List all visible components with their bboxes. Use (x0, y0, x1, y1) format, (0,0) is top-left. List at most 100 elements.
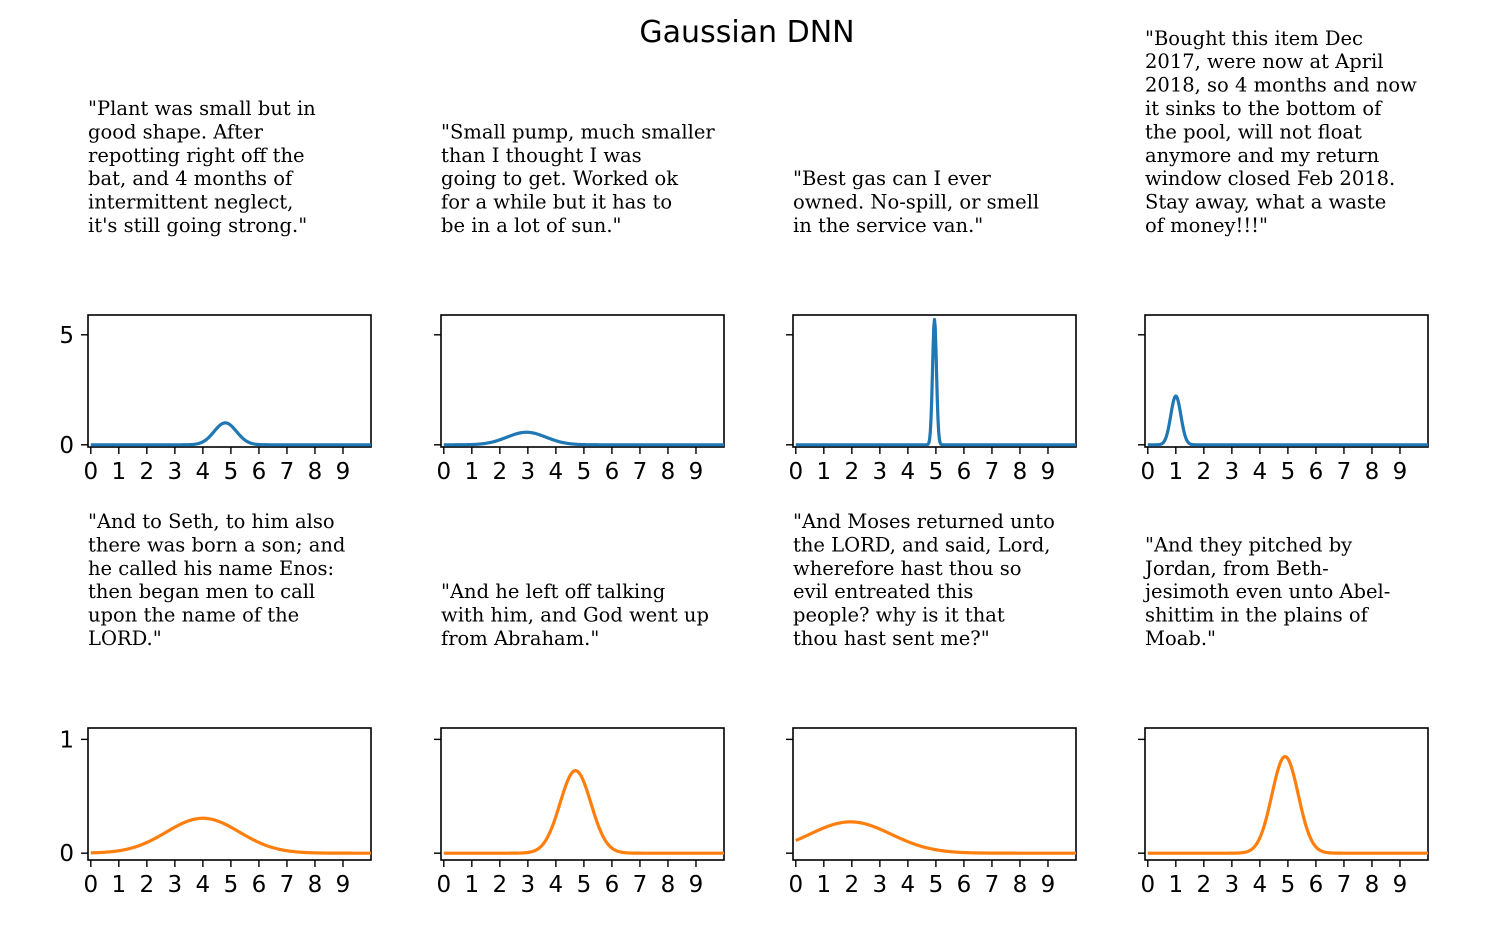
caption-line: LORD." (88, 627, 162, 650)
caption-line: with him, and God went up (441, 604, 709, 627)
x-tick-label: 1 (112, 872, 127, 898)
x-tick-label: 5 (929, 459, 944, 485)
x-tick-label: 5 (577, 872, 592, 898)
x-tick-label: 9 (689, 459, 704, 485)
x-tick-label: 1 (817, 872, 832, 898)
caption-line: Jordan, from Beth- (1143, 557, 1329, 580)
x-tick-label: 4 (1253, 872, 1268, 898)
x-tick-label: 0 (436, 459, 451, 485)
caption-line: of money!!!" (1145, 214, 1268, 237)
x-tick-label: 4 (196, 872, 211, 898)
x-tick-label: 7 (985, 459, 1000, 485)
subplot-caption: "And to Seth, to him also there was born … (88, 510, 345, 650)
caption-line: "Plant was small but in (88, 97, 316, 120)
x-tick-label: 8 (661, 872, 676, 898)
x-tick-label: 3 (1225, 872, 1240, 898)
axes-frame (87, 314, 372, 448)
x-tick-label: 5 (577, 459, 592, 485)
subplot-7: "And Moses returned unto the LORD, and sa… (786, 510, 1077, 898)
caption-line: intermittent neglect, (88, 191, 293, 214)
caption-line: then began men to call (88, 580, 315, 603)
subplot-8: "And they pitched by Jordan, from Beth-je… (1138, 533, 1429, 898)
caption-line: anymore and my return (1145, 144, 1380, 167)
subplot-caption: "And Moses returned unto the LORD, and sa… (793, 510, 1055, 650)
caption-line: 2017, were now at April (1145, 50, 1384, 73)
caption-line: in the service van." (793, 214, 983, 237)
x-tick-label: 8 (308, 459, 323, 485)
axes-frame (792, 314, 1077, 448)
x-tick-label: 7 (280, 872, 295, 898)
axes-frame (792, 727, 1077, 861)
caption-line: "And they pitched by (1145, 533, 1352, 556)
x-tick-label: 0 (83, 459, 98, 485)
caption-line: wherefore hast thou so (793, 557, 1022, 580)
x-tick-label: 6 (605, 459, 620, 485)
x-tick-label: 3 (873, 459, 888, 485)
subplot-caption: "Best gas can I ever owned. No-spill, or … (793, 167, 1039, 237)
gaussian-density-line (794, 317, 1077, 447)
x-tick-label: 4 (549, 872, 564, 898)
subplot-caption: "Bought this item Dec 2017, were now at A… (1145, 27, 1417, 237)
x-tick-label: 6 (1309, 459, 1324, 485)
caption-line: bat, and 4 months of (88, 167, 294, 190)
x-tick-label: 2 (140, 459, 155, 485)
x-tick-label: 2 (845, 459, 860, 485)
gaussian-density-line (442, 430, 725, 447)
x-tick-label: 0 (1140, 872, 1155, 898)
x-tick-label: 8 (308, 872, 323, 898)
caption-line: going to get. Worked ok (441, 167, 678, 190)
x-tick-label: 9 (689, 872, 704, 898)
x-tick-label: 2 (1197, 459, 1212, 485)
caption-line: it sinks to the bottom of (1145, 97, 1383, 120)
x-tick-label: 6 (1309, 872, 1324, 898)
x-tick-label: 7 (1337, 459, 1352, 485)
x-tick-label: 3 (1225, 459, 1240, 485)
x-tick-label: 6 (252, 459, 267, 485)
x-tick-label: 3 (168, 872, 183, 898)
gaussian-density-line (89, 421, 372, 447)
x-tick-label: 6 (605, 872, 620, 898)
caption-line: for a while but it has to (441, 191, 672, 214)
axes-frame (1144, 314, 1429, 448)
x-tick-label: 4 (901, 872, 916, 898)
x-tick-label: 2 (140, 872, 155, 898)
caption-line: jesimoth even unto Abel- (1143, 580, 1390, 603)
x-tick-label: 3 (873, 872, 888, 898)
subplot-6: "And he left off talking with him, and Go… (434, 580, 725, 898)
caption-line: the pool, will not float (1145, 120, 1362, 143)
x-tick-label: 3 (168, 459, 183, 485)
x-tick-label: 5 (1281, 872, 1296, 898)
x-tick-label: 1 (1169, 872, 1184, 898)
x-tick-label: 5 (929, 872, 944, 898)
gaussian-density-line (1146, 394, 1429, 447)
subplot-caption: "And they pitched by Jordan, from Beth-je… (1143, 533, 1390, 650)
x-tick-label: 9 (1393, 459, 1408, 485)
caption-line: the LORD, and said, Lord, (793, 533, 1050, 556)
gaussian-density-line (1146, 754, 1429, 855)
x-tick-label: 2 (493, 459, 508, 485)
caption-line: "Small pump, much smaller (441, 120, 715, 143)
caption-line: be in a lot of sun." (441, 214, 622, 237)
caption-line: owned. No-spill, or smell (793, 191, 1039, 214)
x-tick-label: 1 (112, 459, 127, 485)
axes-frame (440, 727, 725, 861)
caption-line: evil entreated this (793, 580, 973, 603)
x-tick-label: 6 (252, 872, 267, 898)
subplot-3: "Best gas can I ever owned. No-spill, or … (786, 167, 1077, 485)
x-tick-label: 2 (845, 872, 860, 898)
caption-line: "And to Seth, to him also (88, 510, 335, 533)
x-tick-label: 8 (1013, 872, 1028, 898)
x-tick-label: 6 (957, 459, 972, 485)
figure-title: Gaussian DNN (639, 15, 854, 50)
caption-line: Stay away, what a waste (1145, 191, 1386, 214)
x-tick-label: 4 (549, 459, 564, 485)
y-tick-label: 0 (59, 841, 74, 867)
caption-line: people? why is it that (793, 604, 1005, 627)
x-tick-label: 0 (1140, 459, 1155, 485)
subplot-caption: "Plant was small but in good shape. After… (88, 97, 316, 237)
x-tick-label: 9 (1041, 872, 1056, 898)
x-tick-label: 7 (633, 872, 648, 898)
caption-line: good shape. After (88, 120, 264, 143)
y-tick-label: 1 (59, 727, 74, 753)
